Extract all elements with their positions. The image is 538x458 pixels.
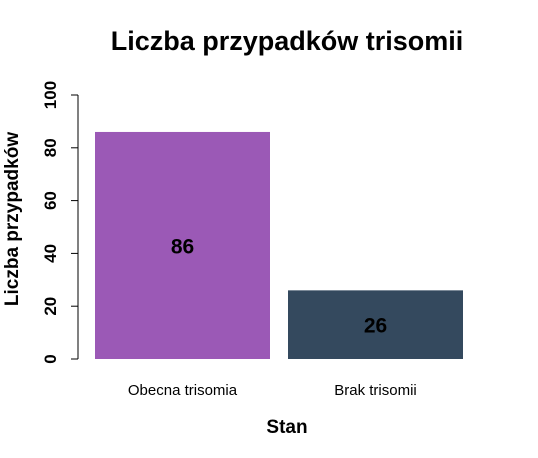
bar (95, 131, 270, 359)
x-axis-title: Stan (266, 417, 307, 438)
y-axis-title: Liczba przypadków (2, 132, 23, 306)
x-category-label: Brak trisomii (334, 382, 417, 399)
bars: 86 26 (95, 131, 463, 359)
y-tick-label: 100 (41, 81, 60, 109)
bar (288, 290, 463, 359)
bar-value-label: 26 (364, 315, 387, 338)
y-tick-label: 60 (41, 191, 60, 210)
x-category-label: Obecna trisomia (128, 382, 238, 399)
category-labels: Obecna trisomia Brak trisomii (128, 382, 417, 399)
y-tick-label: 80 (41, 138, 60, 157)
bar-value-label: 86 (171, 235, 194, 258)
y-axis: 0 20 40 60 80 100 (41, 81, 79, 364)
y-tick-label: 20 (41, 297, 60, 316)
y-tick-label: 40 (41, 244, 60, 263)
y-tick-label: 0 (41, 354, 60, 363)
chart-title: Liczba przypadków trisomii (111, 26, 464, 56)
